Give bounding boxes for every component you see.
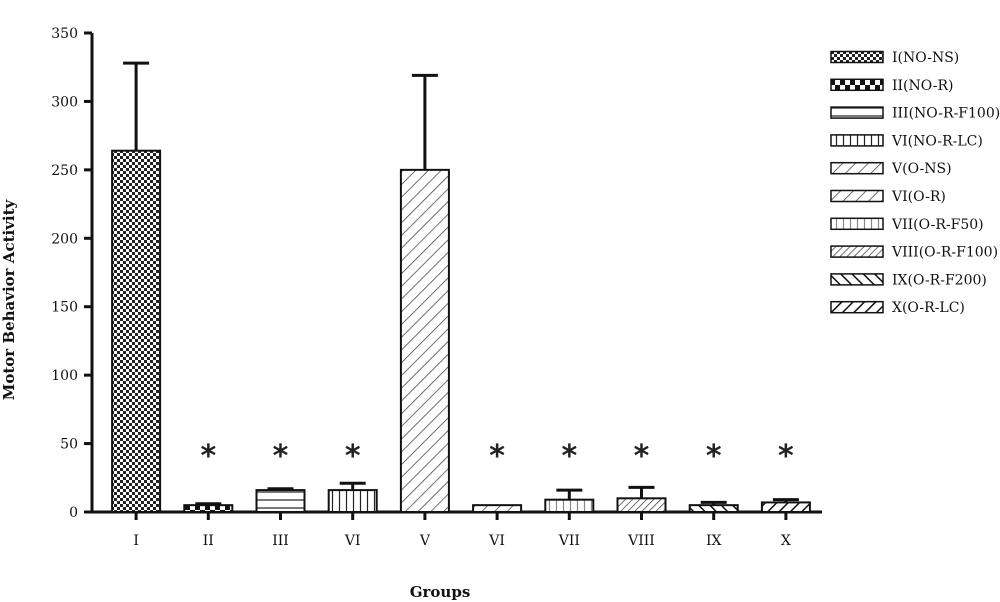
legend-label: VI(NO-R-LC) bbox=[891, 133, 983, 149]
x-tick-label: V bbox=[419, 533, 431, 549]
significance-star: * bbox=[345, 439, 361, 474]
significance-star: * bbox=[273, 439, 289, 474]
bar bbox=[255, 489, 306, 513]
bar bbox=[327, 489, 378, 513]
y-tick-label: 250 bbox=[51, 163, 78, 179]
x-tick-label: IX bbox=[706, 533, 722, 549]
legend-swatch bbox=[830, 245, 884, 258]
legend-label: III(NO-R-F100) bbox=[892, 106, 1000, 122]
legend-swatch bbox=[830, 161, 884, 175]
legend-label: V(O-NS) bbox=[891, 161, 952, 177]
bar bbox=[544, 498, 595, 514]
y-tick-label: 300 bbox=[51, 94, 78, 110]
legend-swatch bbox=[830, 300, 884, 314]
y-tick-label: 50 bbox=[60, 437, 78, 453]
legend-swatch bbox=[830, 50, 884, 64]
x-tick-label: VI bbox=[344, 533, 361, 549]
y-tick-label: 0 bbox=[69, 505, 78, 521]
legend-swatch bbox=[830, 78, 884, 92]
significance-star: * bbox=[706, 439, 722, 474]
legend-swatch bbox=[830, 106, 884, 119]
x-tick-label: VI bbox=[488, 533, 505, 549]
y-axis-title: Motor Behavior Activity bbox=[0, 198, 18, 400]
legend-swatch bbox=[830, 273, 884, 286]
y-tick-label: 100 bbox=[51, 368, 78, 384]
legend: I(NO-NS) II(NO-R) III(NO-R-F100) VI(NO-R-LC… bbox=[830, 50, 1000, 316]
bar bbox=[760, 501, 811, 514]
bar bbox=[472, 504, 523, 513]
significance-star: * bbox=[200, 439, 216, 474]
bar bbox=[183, 504, 234, 513]
significance-star: * bbox=[634, 439, 650, 474]
x-tick-label: I bbox=[133, 533, 139, 549]
y-tick-label: 350 bbox=[51, 26, 78, 42]
legend-label: I(NO-NS) bbox=[892, 50, 959, 66]
x-tick-label: III bbox=[272, 533, 289, 549]
bar bbox=[688, 504, 739, 513]
y-tick-label: 150 bbox=[51, 300, 78, 316]
significance-star: * bbox=[489, 439, 505, 474]
x-tick-label: VIII bbox=[627, 533, 655, 549]
significance-star: * bbox=[778, 439, 794, 474]
y-tick-label: 200 bbox=[51, 231, 78, 247]
legend-swatch bbox=[830, 189, 884, 203]
legend-label: II(NO-R) bbox=[892, 78, 954, 94]
x-tick-label: X bbox=[781, 533, 791, 549]
legend-label: VI(O-R) bbox=[891, 189, 946, 205]
legend-label: X(O-R-LC) bbox=[892, 300, 965, 316]
legend-label: IX(O-R-F200) bbox=[892, 272, 987, 288]
legend-label: VIII(O-R-F100) bbox=[891, 245, 998, 261]
bar bbox=[616, 497, 667, 514]
x-axis-title: Groups bbox=[410, 583, 471, 601]
bar bbox=[111, 149, 162, 513]
x-tick-label: II bbox=[203, 533, 214, 549]
bar bbox=[399, 168, 450, 513]
significance-star: * bbox=[561, 439, 577, 474]
legend-swatch bbox=[830, 134, 884, 147]
legend-swatch bbox=[830, 217, 884, 231]
legend-label: VII(O-R-F50) bbox=[891, 217, 984, 233]
x-tick-label: VII bbox=[558, 533, 580, 549]
